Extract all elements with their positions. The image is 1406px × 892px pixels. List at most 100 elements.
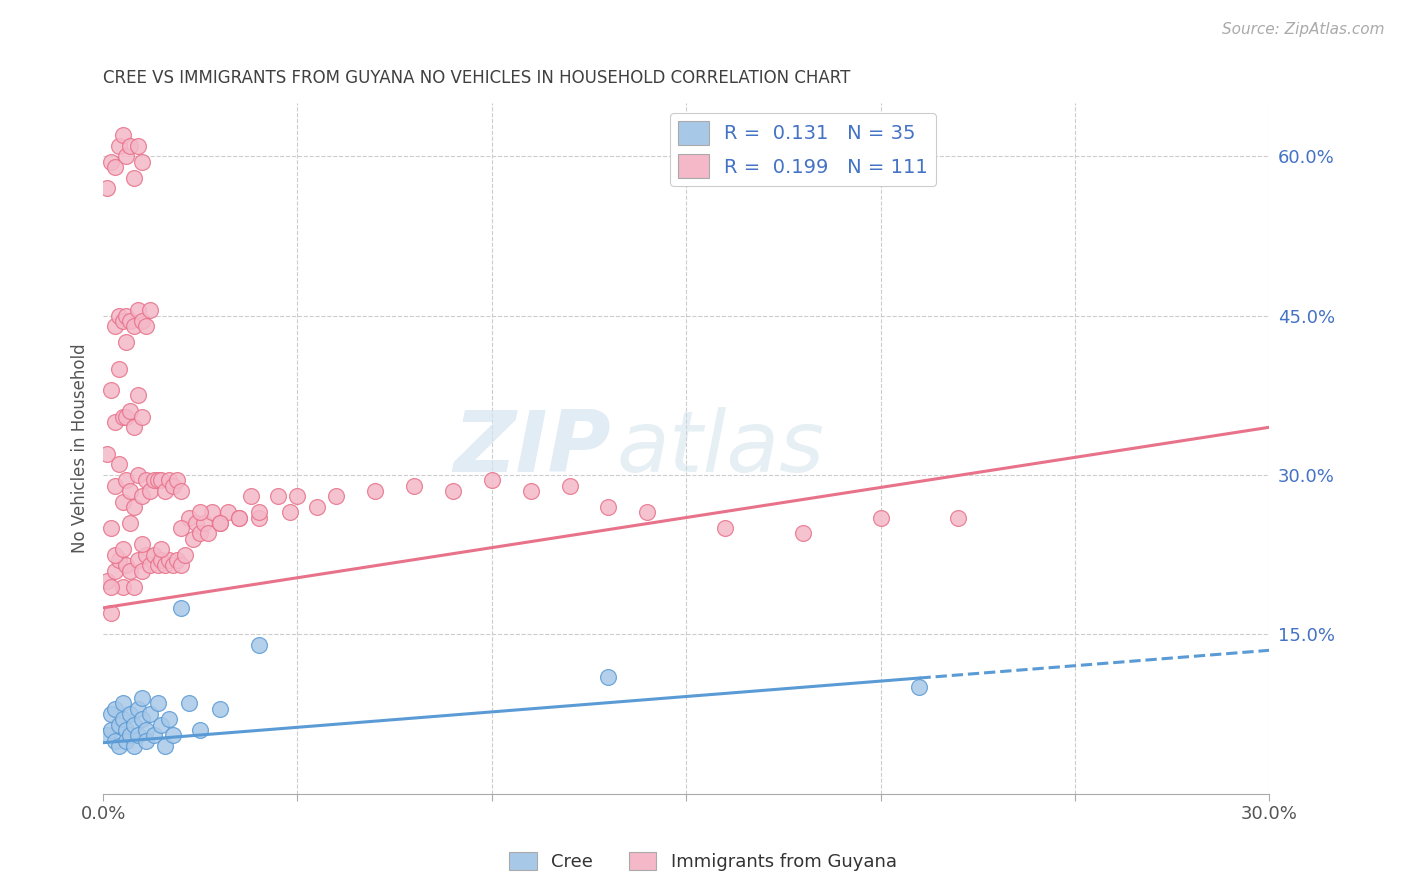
Point	[131, 564, 153, 578]
Point	[142, 548, 165, 562]
Point	[948, 510, 970, 524]
Point	[115, 335, 138, 350]
Point	[146, 697, 169, 711]
Point	[150, 553, 173, 567]
Y-axis label: No Vehicles in Household: No Vehicles in Household	[72, 343, 89, 553]
Point	[150, 474, 173, 488]
Point	[96, 728, 118, 742]
Point	[150, 717, 173, 731]
Point	[127, 388, 149, 402]
Point	[170, 600, 193, 615]
Point	[247, 505, 270, 519]
Point	[122, 739, 145, 753]
Point	[131, 712, 153, 726]
Point	[481, 474, 503, 488]
Point	[142, 728, 165, 742]
Point	[188, 526, 211, 541]
Point	[131, 537, 153, 551]
Point	[122, 580, 145, 594]
Point	[155, 558, 177, 573]
Point	[107, 717, 129, 731]
Point	[111, 128, 134, 143]
Point	[177, 510, 200, 524]
Point	[166, 553, 188, 567]
Text: Source: ZipAtlas.com: Source: ZipAtlas.com	[1222, 22, 1385, 37]
Point	[104, 548, 127, 562]
Point	[107, 309, 129, 323]
Point	[208, 516, 231, 530]
Point	[247, 510, 270, 524]
Point	[127, 138, 149, 153]
Point	[157, 712, 180, 726]
Point	[908, 681, 931, 695]
Point	[115, 474, 138, 488]
Legend: R =  0.131   N = 35, R =  0.199   N = 111: R = 0.131 N = 35, R = 0.199 N = 111	[669, 113, 936, 186]
Legend: Cree, Immigrants from Guyana: Cree, Immigrants from Guyana	[502, 845, 904, 879]
Point	[122, 319, 145, 334]
Point	[150, 542, 173, 557]
Point	[139, 483, 162, 498]
Point	[217, 505, 239, 519]
Point	[100, 580, 122, 594]
Point	[201, 505, 224, 519]
Point	[135, 319, 157, 334]
Point	[122, 170, 145, 185]
Point	[197, 526, 219, 541]
Point	[131, 489, 153, 503]
Point	[96, 574, 118, 589]
Point	[104, 415, 127, 429]
Point	[186, 516, 208, 530]
Text: ZIP: ZIP	[453, 407, 610, 490]
Point	[120, 728, 142, 742]
Point	[111, 314, 134, 328]
Point	[166, 474, 188, 488]
Point	[96, 447, 118, 461]
Point	[278, 505, 301, 519]
Point	[120, 483, 142, 498]
Point	[120, 564, 142, 578]
Point	[146, 474, 169, 488]
Text: CREE VS IMMIGRANTS FROM GUYANA NO VEHICLES IN HOUSEHOLD CORRELATION CHART: CREE VS IMMIGRANTS FROM GUYANA NO VEHICL…	[103, 69, 851, 87]
Point	[127, 468, 149, 483]
Point	[127, 702, 149, 716]
Point	[267, 489, 290, 503]
Point	[100, 383, 122, 397]
Point	[193, 516, 215, 530]
Point	[107, 138, 129, 153]
Point	[142, 474, 165, 488]
Point	[155, 739, 177, 753]
Point	[104, 733, 127, 747]
Point	[107, 739, 129, 753]
Point	[364, 483, 387, 498]
Point	[100, 154, 122, 169]
Point	[111, 712, 134, 726]
Point	[100, 606, 122, 620]
Point	[104, 160, 127, 174]
Point	[120, 314, 142, 328]
Point	[111, 697, 134, 711]
Point	[131, 154, 153, 169]
Point	[122, 420, 145, 434]
Point	[120, 516, 142, 530]
Point	[247, 638, 270, 652]
Point	[111, 494, 134, 508]
Point	[170, 558, 193, 573]
Point	[122, 717, 145, 731]
Point	[139, 303, 162, 318]
Point	[139, 706, 162, 721]
Point	[441, 483, 464, 498]
Point	[107, 458, 129, 472]
Point	[162, 728, 184, 742]
Point	[519, 483, 541, 498]
Point	[170, 521, 193, 535]
Point	[177, 697, 200, 711]
Point	[155, 483, 177, 498]
Point	[404, 478, 426, 492]
Point	[107, 553, 129, 567]
Point	[100, 723, 122, 737]
Point	[115, 409, 138, 424]
Point	[115, 309, 138, 323]
Point	[188, 723, 211, 737]
Point	[170, 483, 193, 498]
Point	[135, 548, 157, 562]
